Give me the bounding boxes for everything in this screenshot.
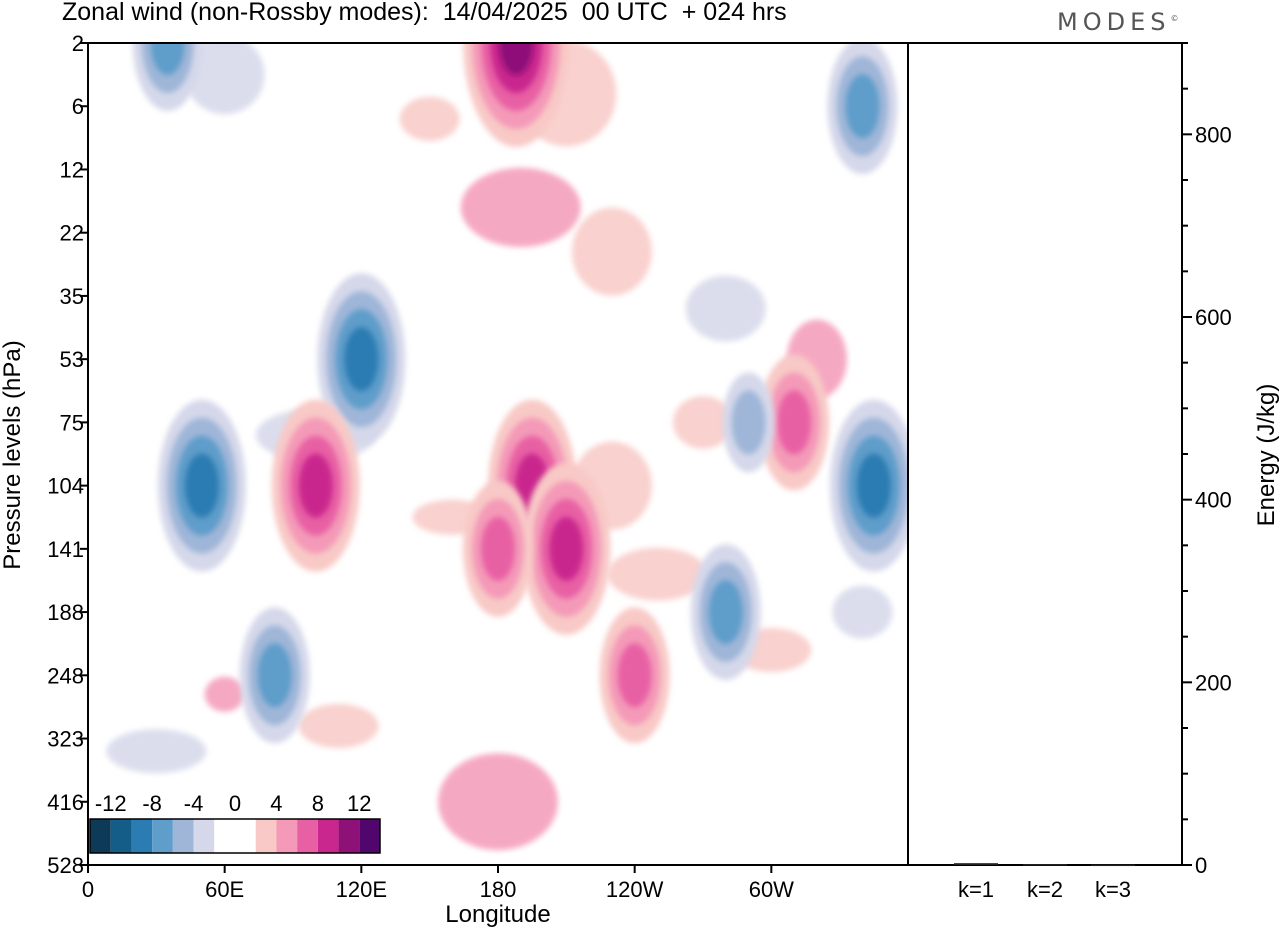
energy-bar — [954, 863, 998, 865]
colorbar-label: 0 — [229, 791, 241, 816]
pressure-axis: 2 6 12 22 35 53 75 104 141 188 248 323 416 528 — [47, 31, 88, 878]
y-tick-label: 35 — [60, 284, 84, 309]
energy-bar-label: k=2 — [1027, 877, 1063, 902]
modes-logo: MODES© — [1057, 8, 1178, 36]
colorbar-box — [235, 819, 256, 853]
colorbar-box — [317, 819, 339, 853]
field-feature — [549, 516, 584, 581]
x-tick-label: 0 — [82, 877, 94, 902]
field-feature — [257, 643, 292, 708]
field-patch — [298, 703, 379, 748]
logo-mark: © — [1170, 14, 1179, 23]
chart-title: Zonal wind (non-Rossby modes): 14/04/202… — [62, 0, 787, 26]
energy-bar-label: k=3 — [1095, 877, 1131, 902]
field-feature — [845, 74, 880, 139]
longitude-axis: 0 60E 120E 180 120W 60W — [82, 865, 794, 902]
field-patch — [106, 729, 207, 774]
field-feature — [731, 390, 766, 455]
field-patch — [399, 96, 460, 141]
energy-bar — [1091, 864, 1135, 867]
field-patch — [832, 585, 893, 639]
colorbar-label: -8 — [142, 791, 162, 816]
field-feature — [499, 43, 534, 75]
field-feature — [150, 43, 185, 75]
colorbar-box — [255, 819, 277, 853]
y-tick-label: 22 — [60, 221, 84, 246]
energy-axis-ticks: 0 200 400 600 800 — [1182, 42, 1232, 878]
colorbar-box — [110, 819, 132, 853]
field-feature — [184, 453, 219, 518]
field-patch — [460, 167, 581, 247]
energy-tick-label: 200 — [1195, 670, 1232, 695]
energy-axis-label: Energy (J/kg) — [1253, 384, 1280, 527]
y-axis-label: Pressure levels (hPa) — [0, 340, 26, 569]
x-axis-label: Longitude — [445, 901, 550, 928]
energy-bars: k=1 k=2 k=3 — [954, 863, 1135, 902]
field-feature — [617, 643, 652, 708]
colorbar-box — [193, 819, 215, 853]
x-tick-label: 60E — [205, 877, 244, 902]
colorbar: -12 -8 -4 0 4 8 12 — [86, 781, 384, 857]
y-tick-label: 141 — [47, 537, 84, 562]
field-patch — [607, 547, 708, 601]
x-tick-label: 120W — [606, 877, 664, 902]
y-tick-label: 416 — [47, 790, 84, 815]
field-feature — [777, 390, 812, 455]
colorbar-box — [338, 819, 360, 853]
field-feature — [708, 580, 743, 645]
colorbar-label: 12 — [347, 791, 371, 816]
field-patch — [685, 275, 766, 342]
colorbar-box — [172, 819, 194, 853]
colorbar-box — [152, 819, 173, 853]
y-tick-label: 188 — [47, 600, 84, 625]
x-tick-label: 60W — [749, 877, 794, 902]
energy-bar — [1023, 864, 1067, 866]
field-patch — [204, 676, 245, 712]
energy-tick-label: 800 — [1195, 122, 1232, 147]
colorbar-box — [297, 819, 318, 853]
field-patch — [184, 43, 265, 115]
energy-bar-label: k=1 — [958, 877, 994, 902]
y-tick-label: 75 — [60, 410, 84, 435]
colorbar-box — [276, 819, 298, 853]
y-tick-label: 6 — [72, 94, 84, 119]
y-tick-label: 323 — [47, 727, 84, 752]
field-patch — [571, 207, 652, 296]
y-tick-label: 53 — [60, 347, 84, 372]
x-tick-label: 120E — [336, 877, 387, 902]
energy-tick-label: 0 — [1195, 853, 1207, 878]
colorbar-box — [214, 819, 235, 853]
colorbar-frame — [89, 818, 381, 854]
field-feature — [481, 516, 515, 581]
colorbar-box — [131, 819, 153, 853]
colorbar-label: -4 — [184, 791, 204, 816]
field-feature — [298, 453, 333, 518]
field-feature — [344, 327, 379, 392]
field-patch — [438, 753, 558, 851]
x-tick-label: 180 — [480, 877, 517, 902]
y-tick-label: 248 — [47, 663, 84, 688]
colorbar-box — [90, 819, 111, 853]
y-tick-label: 528 — [47, 853, 84, 878]
field-feature — [856, 453, 891, 518]
y-tick-label: 12 — [60, 157, 84, 182]
energy-tick-label: 600 — [1195, 305, 1232, 330]
colorbar-box — [359, 819, 380, 853]
field-patch — [673, 395, 733, 449]
colorbar-label: 4 — [270, 791, 282, 816]
colorbar-label: -12 — [95, 791, 127, 816]
heatmap-field — [106, 43, 908, 851]
logo-text: MODES — [1057, 8, 1171, 36]
y-tick-label: 104 — [47, 474, 84, 499]
colorbar-label: 8 — [312, 791, 324, 816]
energy-tick-label: 400 — [1195, 488, 1232, 513]
y-tick-label: 2 — [72, 31, 84, 56]
